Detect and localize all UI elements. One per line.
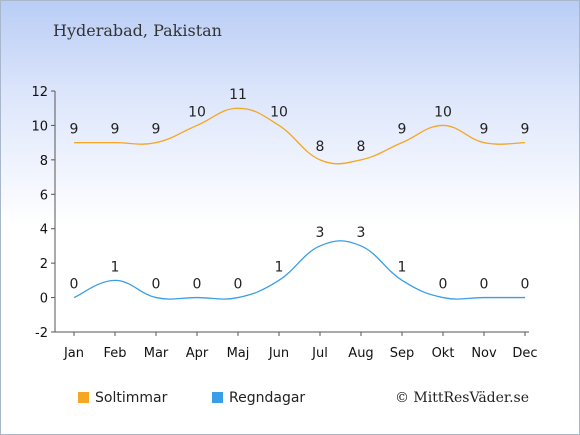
data-label-soltimmar: 10 bbox=[188, 104, 206, 120]
data-label-regndagar: 0 bbox=[521, 277, 530, 293]
data-label-regndagar: 0 bbox=[193, 277, 202, 293]
x-tick-label: Apr bbox=[186, 346, 209, 361]
y-tick-label: 6 bbox=[40, 188, 48, 203]
series-soltimmar: 9 9 9 10 11 10 8 8 9 10 9 9 bbox=[70, 87, 530, 165]
y-tick-label: 8 bbox=[40, 154, 48, 169]
data-label-soltimmar: 8 bbox=[357, 139, 366, 155]
data-label-soltimmar: 10 bbox=[434, 104, 452, 120]
x-tick-label: Jun bbox=[268, 346, 289, 361]
data-label-regndagar: 0 bbox=[234, 277, 243, 293]
data-label-soltimmar: 9 bbox=[70, 122, 79, 138]
data-label-soltimmar: 9 bbox=[111, 122, 120, 138]
data-label-regndagar: 0 bbox=[439, 277, 448, 293]
legend-label-soltimmar: Soltimmar bbox=[95, 390, 168, 406]
data-label-regndagar: 1 bbox=[111, 259, 120, 275]
x-tick-label: Nov bbox=[471, 346, 497, 361]
x-tick-label: Okt bbox=[432, 346, 455, 361]
data-label-soltimmar: 11 bbox=[229, 87, 247, 103]
y-tick-label: 2 bbox=[40, 257, 48, 272]
data-label-regndagar: 0 bbox=[480, 277, 489, 293]
x-tick-label: Dec bbox=[512, 346, 537, 361]
data-label-soltimmar: 8 bbox=[316, 139, 325, 155]
x-tick-label: Sep bbox=[390, 346, 415, 361]
chart-title: Hyderabad, Pakistan bbox=[53, 21, 222, 40]
data-label-regndagar: 0 bbox=[152, 277, 161, 293]
series-regndagar: 0 1 0 0 0 1 3 3 1 0 0 0 bbox=[70, 225, 530, 300]
data-label-regndagar: 3 bbox=[316, 225, 325, 241]
x-tick-label: Jul bbox=[311, 346, 328, 361]
legend-item-soltimmar: Soltimmar bbox=[78, 390, 167, 406]
data-label-soltimmar: 9 bbox=[398, 122, 407, 138]
y-tick-label: 4 bbox=[40, 223, 48, 238]
data-label-soltimmar: 9 bbox=[480, 122, 489, 138]
data-label-regndagar: 0 bbox=[70, 277, 79, 293]
series-line-regndagar bbox=[73, 240, 525, 300]
x-tick-label: Maj bbox=[227, 346, 250, 361]
data-label-soltimmar: 9 bbox=[521, 122, 530, 138]
x-tick-label: Feb bbox=[103, 346, 126, 361]
data-label-regndagar: 3 bbox=[357, 225, 366, 241]
y-tick-label: 0 bbox=[40, 292, 48, 307]
legend-swatch-regndagar bbox=[212, 392, 223, 403]
data-label-soltimmar: 10 bbox=[270, 104, 288, 120]
data-label-regndagar: 1 bbox=[398, 259, 407, 275]
y-tick-label: -2 bbox=[35, 326, 48, 341]
legend-label-regndagar: Regndagar bbox=[229, 390, 306, 406]
legend-item-regndagar: Regndagar bbox=[212, 390, 305, 406]
x-tick-label: Aug bbox=[348, 346, 373, 361]
legend-swatch-soltimmar bbox=[78, 392, 89, 403]
data-label-soltimmar: 9 bbox=[152, 122, 161, 138]
y-tick-label: 10 bbox=[31, 119, 48, 134]
x-tick-label: Jan bbox=[63, 346, 84, 361]
y-tick-label: 12 bbox=[31, 85, 48, 100]
x-tick-label: Mar bbox=[144, 346, 169, 361]
credit-text: © MittResVäder.se bbox=[394, 390, 529, 406]
series-line-soltimmar bbox=[74, 107, 526, 165]
data-label-regndagar: 1 bbox=[275, 259, 284, 275]
